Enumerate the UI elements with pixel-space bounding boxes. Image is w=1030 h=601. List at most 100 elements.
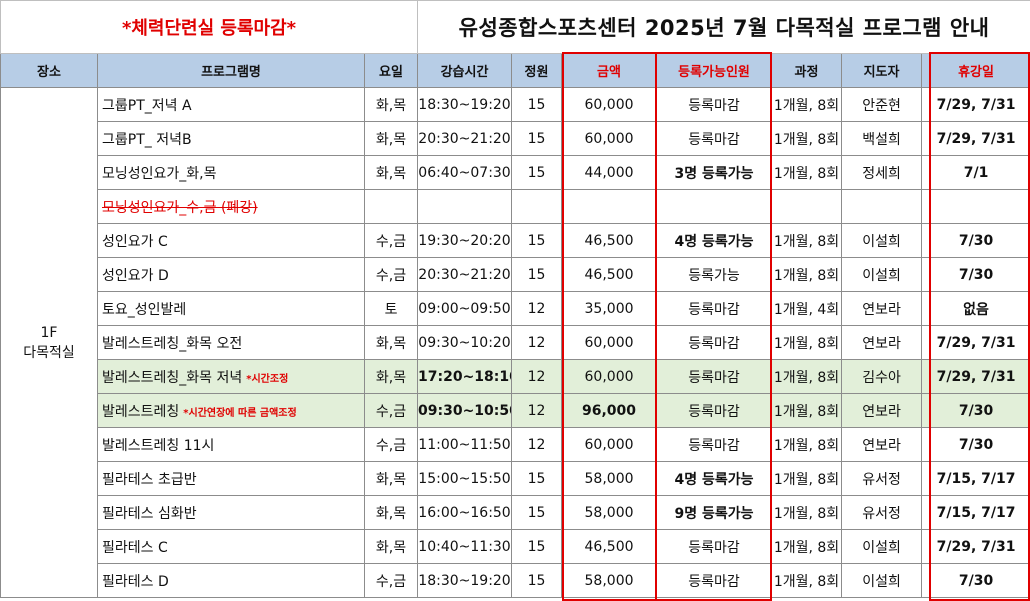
program-name-cell: 필라테스 D xyxy=(98,564,365,598)
table-row: 모닝성인요가_화,목 화,목 06:40~07:30 15 44,000 3명 등록가능 1… xyxy=(1,156,1030,190)
day-cell: 화,목 xyxy=(365,462,418,496)
availability-cell: 등록마감 xyxy=(657,292,772,326)
closed-days-cell: 7/15, 7/17 xyxy=(922,496,1030,530)
instructor-cell: 연보라 xyxy=(842,394,922,428)
time-cell: 19:30~20:20 xyxy=(418,224,512,258)
price-cell: 96,000 xyxy=(562,394,657,428)
course-cell: 1개월, 8회 xyxy=(772,394,842,428)
time-cell: 06:40~07:30 xyxy=(418,156,512,190)
header-place: 장소 xyxy=(1,54,98,88)
header-instructor: 지도자 xyxy=(842,54,922,88)
price-cell: 46,500 xyxy=(562,530,657,564)
day-cell: 화,목 xyxy=(365,496,418,530)
program-name: 그룹PT_ 저녁B xyxy=(102,132,192,148)
instructor-cell: 연보라 xyxy=(842,428,922,462)
capacity-cell: 15 xyxy=(512,496,562,530)
program-name: 토요_성인발레 xyxy=(102,302,186,318)
day-cell: 화,목 xyxy=(365,360,418,394)
instructor-cell xyxy=(842,190,922,224)
program-name-cell: 발레스트레칭_화목 저녁 *시간조정 xyxy=(98,360,365,394)
price-cell: 60,000 xyxy=(562,428,657,462)
table-row: 토요_성인발레 토 09:00~09:50 12 35,000 등록마감 1개월, 4회 연보… xyxy=(1,292,1030,326)
program-name: 그룹PT_저녁 A xyxy=(102,98,192,114)
capacity-cell: 15 xyxy=(512,462,562,496)
price-cell: 58,000 xyxy=(562,496,657,530)
instructor-cell: 연보라 xyxy=(842,326,922,360)
availability-cell: 등록마감 xyxy=(657,360,772,394)
program-name: 모닝성인요가_수,금 (폐강) xyxy=(102,200,258,216)
course-cell: 1개월, 8회 xyxy=(772,530,842,564)
price-cell: 58,000 xyxy=(562,462,657,496)
table-row: 발레스트레칭_화목 저녁 *시간조정 화,목 17:20~18:10 12 60,000 등… xyxy=(1,360,1030,394)
table-row: 그룹PT_ 저녁B 화,목 20:30~21:20 15 60,000 등록마감 1개월, … xyxy=(1,122,1030,156)
table-row: 발레스트레칭 11시 수,금 11:00~11:50 12 60,000 등록마감 1개월,… xyxy=(1,428,1030,462)
availability-cell: 등록마감 xyxy=(657,122,772,156)
closed-days-cell: 7/30 xyxy=(922,224,1030,258)
program-name-cell: 필라테스 초급반 xyxy=(98,462,365,496)
header-closed-days: 휴강일 xyxy=(922,54,1030,88)
capacity-cell: 15 xyxy=(512,88,562,122)
program-name-cell: 발레스트레칭_화목 오전 xyxy=(98,326,365,360)
course-cell: 1개월, 8회 xyxy=(772,258,842,292)
price-cell: 60,000 xyxy=(562,326,657,360)
header-capacity: 정원 xyxy=(512,54,562,88)
capacity-cell: 15 xyxy=(512,564,562,598)
table-row: 1F 다목적실 그룹PT_저녁 A 화,목 18:30~19:20 15 60,000 등록마… xyxy=(1,88,1030,122)
day-cell: 수,금 xyxy=(365,224,418,258)
course-cell: 1개월, 8회 xyxy=(772,360,842,394)
course-cell: 1개월, 4회 xyxy=(772,292,842,326)
price-cell: 60,000 xyxy=(562,122,657,156)
table-row: 모닝성인요가_수,금 (폐강) xyxy=(1,190,1030,224)
time-cell: 17:20~18:10 xyxy=(418,360,512,394)
closed-days-cell: 없음 xyxy=(922,292,1030,326)
course-cell: 1개월, 8회 xyxy=(772,496,842,530)
instructor-cell: 유서정 xyxy=(842,462,922,496)
place-room: 다목적실 xyxy=(1,343,97,363)
program-note: *시간조정 xyxy=(246,374,288,385)
closed-days-cell: 7/29, 7/31 xyxy=(922,530,1030,564)
price-cell: 58,000 xyxy=(562,564,657,598)
day-cell: 토 xyxy=(365,292,418,326)
header-course: 과정 xyxy=(772,54,842,88)
instructor-cell: 안준현 xyxy=(842,88,922,122)
program-name: 필라테스 심화반 xyxy=(102,506,197,522)
header-price: 금액 xyxy=(562,54,657,88)
day-cell: 수,금 xyxy=(365,258,418,292)
capacity-cell: 12 xyxy=(512,292,562,326)
instructor-cell: 이설희 xyxy=(842,564,922,598)
program-name: 성인요가 D xyxy=(102,268,169,284)
program-name-cell: 필라테스 C xyxy=(98,530,365,564)
time-cell: 09:30~10:20 xyxy=(418,326,512,360)
price-cell: 60,000 xyxy=(562,88,657,122)
page-title: 유성종합스포츠센터 2025년 7월 다목적실 프로그램 안내 xyxy=(418,1,1030,54)
availability-cell: 4명 등록가능 xyxy=(657,462,772,496)
time-cell xyxy=(418,190,512,224)
instructor-cell: 김수아 xyxy=(842,360,922,394)
instructor-cell: 이설희 xyxy=(842,224,922,258)
capacity-cell: 15 xyxy=(512,530,562,564)
program-name: 필라테스 D xyxy=(102,574,169,590)
course-cell: 1개월, 8회 xyxy=(772,156,842,190)
course-cell: 1개월, 8회 xyxy=(772,122,842,156)
program-note: *시간연장에 따른 금액조정 xyxy=(183,408,296,419)
time-cell: 09:30~10:50 xyxy=(418,394,512,428)
header-time: 강습시간 xyxy=(418,54,512,88)
price-cell: 46,500 xyxy=(562,258,657,292)
instructor-cell: 연보라 xyxy=(842,292,922,326)
course-cell: 1개월, 8회 xyxy=(772,88,842,122)
course-cell: 1개월, 8회 xyxy=(772,224,842,258)
table-row: 필라테스 D 수,금 18:30~19:20 15 58,000 등록마감 1개월, 8회 이… xyxy=(1,564,1030,598)
capacity-cell xyxy=(512,190,562,224)
time-cell: 18:30~19:20 xyxy=(418,88,512,122)
price-cell: 35,000 xyxy=(562,292,657,326)
availability-cell: 등록마감 xyxy=(657,564,772,598)
table-row: 필라테스 초급반 화,목 15:00~15:50 15 58,000 4명 등록가능 1개월… xyxy=(1,462,1030,496)
capacity-cell: 15 xyxy=(512,224,562,258)
banner-row: *체력단련실 등록마감* 유성종합스포츠센터 2025년 7월 다목적실 프로그… xyxy=(1,1,1030,54)
place-cell: 1F 다목적실 xyxy=(1,88,98,598)
table-row: 성인요가 C 수,금 19:30~20:20 15 46,500 4명 등록가능 1개월, … xyxy=(1,224,1030,258)
program-rows: 1F 다목적실 그룹PT_저녁 A 화,목 18:30~19:20 15 60,000 등록마… xyxy=(1,88,1030,598)
program-name-cell: 그룹PT_저녁 A xyxy=(98,88,365,122)
program-name-cell: 모닝성인요가_수,금 (폐강) xyxy=(98,190,365,224)
closed-days-cell: 7/29, 7/31 xyxy=(922,360,1030,394)
